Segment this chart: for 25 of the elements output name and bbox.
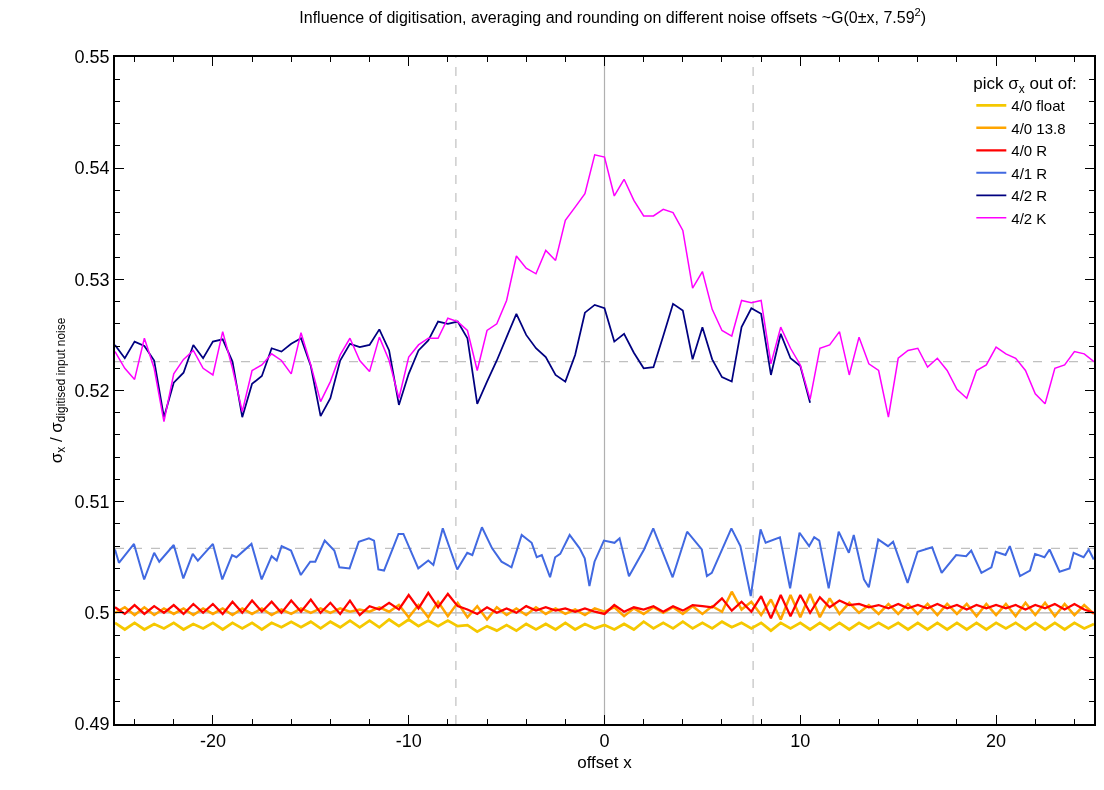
line-series: [115, 526, 1094, 598]
legend-label: 4/0 13.8: [1011, 119, 1066, 137]
y-tick-label: 0.51: [74, 491, 110, 512]
chart-title: Influence of digitisation, averaging and rounding on different noise offsets ~G(0±x, 7.59$^{2}$): [299, 6, 927, 27]
x-tick-label: 0: [599, 731, 610, 752]
y-tick-label: 0.52: [74, 380, 110, 401]
x-tick-label: -10: [395, 731, 422, 752]
x-axis-title: offset x: [577, 753, 633, 773]
line-series: [115, 618, 1094, 634]
y-tick-label: 0.54: [74, 158, 110, 179]
legend-label: 4/2 K: [1011, 209, 1047, 227]
legend-label: 4/0 R: [1011, 142, 1048, 160]
y-tick-label: 0.53: [74, 269, 110, 290]
y-tick-label: 0.49: [74, 714, 110, 735]
y-tick-label: 0.5: [84, 603, 110, 624]
legend-title: pick σ$_{x}$ out of:: [973, 74, 1077, 96]
x-tick-label: 20: [986, 731, 1007, 752]
y-tick-label: 0.55: [74, 47, 110, 68]
line-series: [115, 154, 1094, 423]
x-tick-label: 10: [790, 731, 811, 752]
legend-label: 4/2 R: [1011, 187, 1048, 205]
legend-label: 4/0 float: [1011, 97, 1066, 115]
line-series: [115, 302, 811, 419]
legend-label: 4/1 R: [1011, 164, 1048, 182]
x-tick-label: -20: [199, 731, 226, 752]
